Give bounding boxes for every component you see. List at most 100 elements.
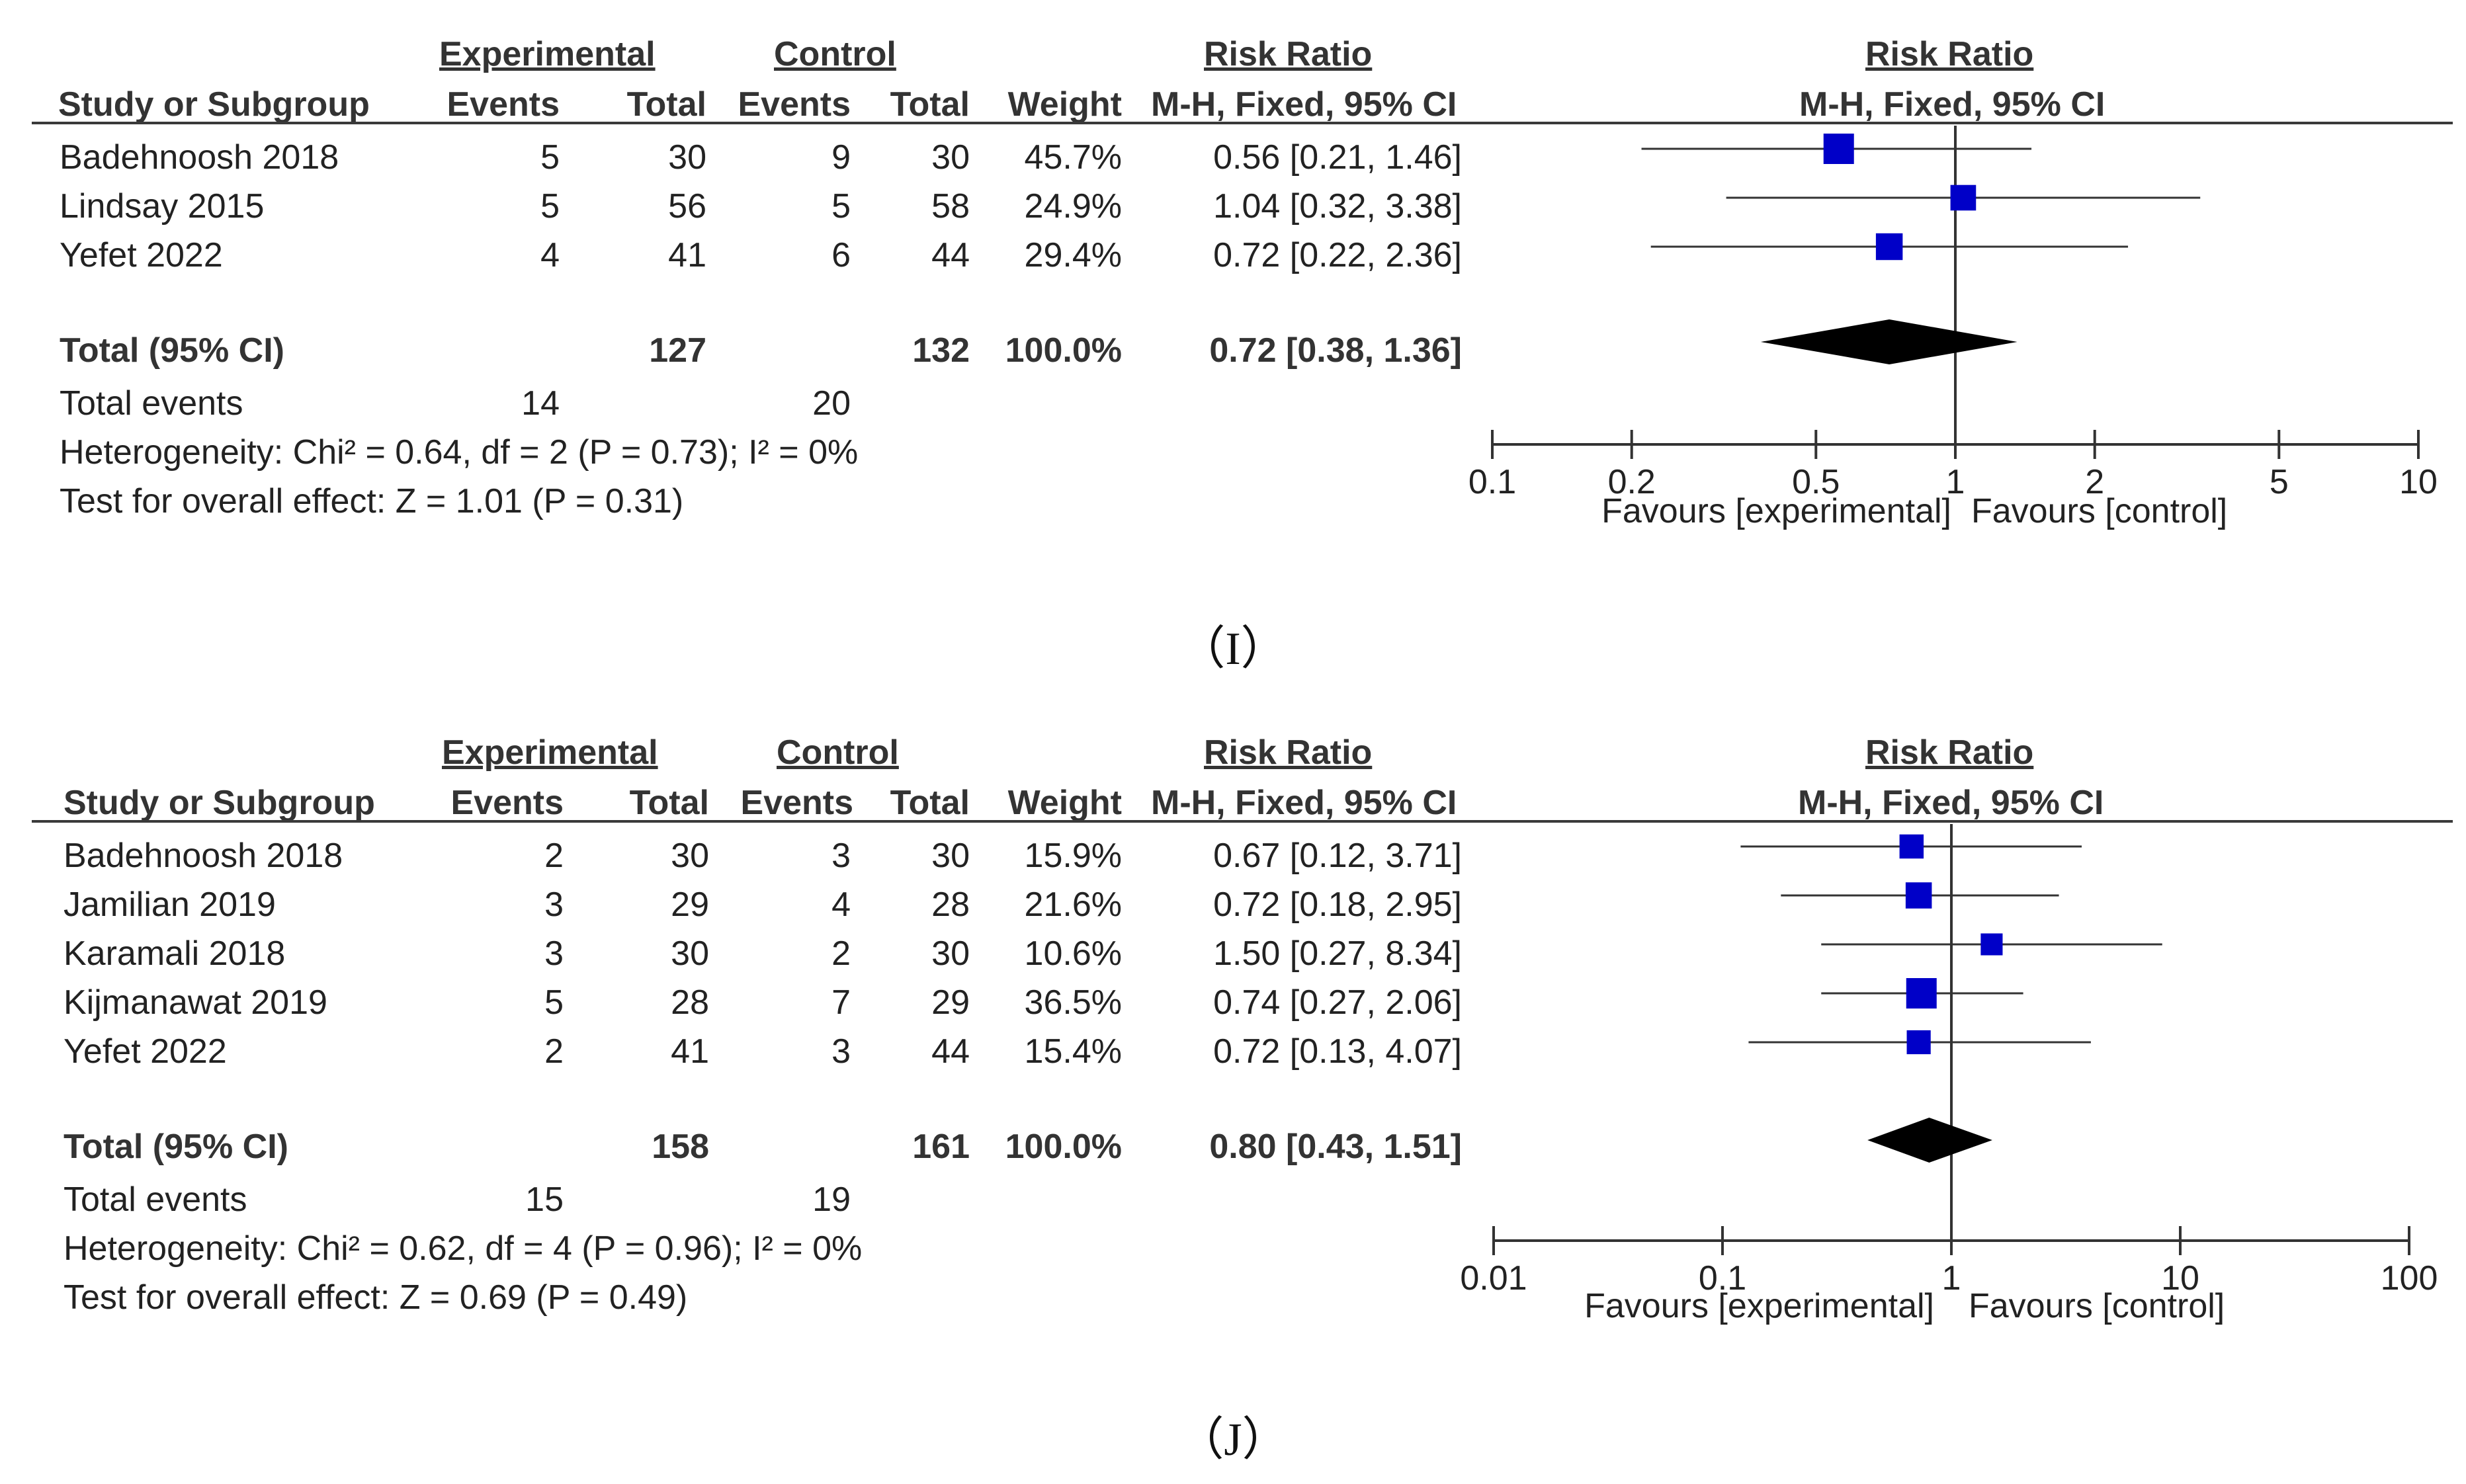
ctl-total: 30 (931, 837, 970, 875)
exp-total: 30 (671, 837, 709, 875)
x-tick-label: 1 (1942, 1259, 1961, 1298)
exp-events: 3 (544, 934, 564, 973)
study-weight: 21.6% (1024, 886, 1122, 924)
total-events-label: Total events (64, 1180, 247, 1219)
study-weight: 10.6% (1024, 934, 1122, 973)
exp-events-sum: 14 (521, 384, 560, 423)
study-ci: 0.72 [0.18, 2.95] (1213, 886, 1462, 924)
weight-header: Weight (1007, 85, 1122, 124)
plot-risk-ratio-header: Risk Ratio (1865, 733, 2034, 772)
ctl-events: 7 (831, 983, 851, 1022)
total-label: Total (95% CI) (60, 331, 284, 370)
study-column-header: Study or Subgroup (64, 784, 375, 822)
study-ci: 0.72 [0.22, 2.36] (1213, 236, 1462, 274)
study-name: Lindsay 2015 (60, 187, 265, 226)
x-tick-label: 2 (2085, 463, 2104, 501)
exp-events-sum: 15 (525, 1180, 564, 1219)
favours-control-label: Favours [control] (1971, 492, 2227, 530)
ctl-total: 28 (931, 886, 970, 924)
header-rule (32, 122, 2453, 124)
header-rule (32, 820, 2453, 823)
exp-total-header: Total (626, 85, 706, 124)
forest-plot-chart: 0.1 0.2 0.5 1 2 5 10 Favours [experimental] Favo… (1468, 126, 2438, 530)
exp-events: 2 (544, 837, 564, 875)
x-tick-label: 0.01 (1460, 1259, 1527, 1298)
overall-effect-test: Test for overall effect: Z = 0.69 (P = 0… (64, 1278, 688, 1317)
ctl-total-header: Total (890, 85, 970, 124)
exp-total: 41 (668, 236, 706, 274)
x-tick-label: 10 (2399, 463, 2438, 501)
study-name: Yefet 2022 (64, 1032, 227, 1071)
x-tick-label: 0.1 (1468, 463, 1516, 501)
study-name: Badehnoosh 2018 (60, 138, 339, 177)
exp-events: 2 (544, 1032, 564, 1071)
method-header: M-H, Fixed, 95% CI (1151, 784, 1457, 822)
exp-total: 29 (671, 886, 709, 924)
method-header: M-H, Fixed, 95% CI (1151, 85, 1457, 124)
study-column-header: Study or Subgroup (58, 85, 370, 124)
overall-effect-test: Test for overall effect: Z = 1.01 (P = 0… (60, 482, 684, 520)
pooled-ci: 0.72 [0.38, 1.36] (1209, 331, 1462, 370)
control-group-header: Control (777, 733, 899, 772)
forest-plot-panel-i: Experimental Control Risk Ratio Risk Rat… (0, 0, 2466, 681)
study-weight: 36.5% (1024, 983, 1122, 1022)
panel-label: （J） (1177, 1415, 1289, 1465)
exp-total: 30 (671, 934, 709, 973)
study-point-marker (1950, 185, 1977, 211)
forest-plot-chart: 0.01 0.1 1 10 100 Favours [experimental] Favou… (1460, 824, 2438, 1325)
study-point-marker (1906, 1030, 1931, 1055)
exp-total: 41 (671, 1032, 709, 1071)
experimental-group-header: Experimental (439, 35, 656, 73)
heterogeneity-stats: Heterogeneity: Chi² = 0.62, df = 4 (P = … (64, 1229, 863, 1268)
exp-total: 28 (671, 983, 709, 1022)
ctl-events-header: Events (740, 784, 853, 822)
study-weight: 29.4% (1024, 236, 1122, 274)
ctl-total: 58 (931, 187, 970, 226)
study-ci: 1.04 [0.32, 3.38] (1213, 187, 1462, 226)
exp-events-header: Events (446, 85, 560, 124)
favours-experimental-label: Favours [experimental] (1584, 1287, 1934, 1325)
x-tick-label: 1 (1946, 463, 1965, 501)
plot-risk-ratio-header: Risk Ratio (1865, 35, 2034, 73)
study-weight: 15.4% (1024, 1032, 1122, 1071)
study-point-marker (1823, 134, 1854, 164)
pooled-ci: 0.80 [0.43, 1.51] (1209, 1128, 1462, 1166)
study-weight: 24.9% (1024, 187, 1122, 226)
ctl-total: 30 (931, 138, 970, 177)
ctl-events-sum: 19 (812, 1180, 851, 1219)
experimental-group-header: Experimental (442, 733, 658, 772)
exp-total-header: Total (629, 784, 709, 822)
ctl-total-sum: 161 (912, 1128, 970, 1166)
study-point-marker (1905, 882, 1932, 909)
study-name: Karamali 2018 (64, 934, 286, 973)
heterogeneity-stats: Heterogeneity: Chi² = 0.64, df = 2 (P = … (60, 433, 859, 472)
ctl-total: 44 (931, 236, 970, 274)
exp-events: 5 (544, 983, 564, 1022)
ctl-total-sum: 132 (912, 331, 970, 370)
ctl-total: 44 (931, 1032, 970, 1071)
study-ci: 0.72 [0.13, 4.07] (1213, 1032, 1462, 1071)
study-ci: 0.74 [0.27, 2.06] (1213, 983, 1462, 1022)
study-name: Yefet 2022 (60, 236, 223, 274)
exp-events: 4 (540, 236, 560, 274)
study-name: Badehnoosh 2018 (64, 837, 343, 875)
pooled-estimate-diamond (1867, 1118, 1992, 1163)
study-weight: 45.7% (1024, 138, 1122, 177)
ctl-total-header: Total (890, 784, 970, 822)
plot-method-header: M-H, Fixed, 95% CI (1799, 85, 2105, 124)
ctl-events-header: Events (738, 85, 851, 124)
risk-ratio-header: Risk Ratio (1204, 35, 1373, 73)
ctl-events: 6 (831, 236, 851, 274)
x-tick-label: 0.5 (1792, 463, 1840, 501)
pooled-estimate-diamond (1760, 319, 2018, 364)
study-point-marker (1875, 233, 1903, 261)
favours-control-label: Favours [control] (1969, 1287, 2225, 1325)
total-label: Total (95% CI) (64, 1128, 288, 1166)
study-name: Jamilian 2019 (64, 886, 276, 924)
x-tick-label: 100 (2381, 1259, 2438, 1298)
ctl-total: 29 (931, 983, 970, 1022)
exp-events: 3 (544, 886, 564, 924)
panel-label: （I） (1179, 624, 1287, 675)
risk-ratio-header: Risk Ratio (1204, 733, 1373, 772)
x-tick-label: 0.2 (1608, 463, 1656, 501)
